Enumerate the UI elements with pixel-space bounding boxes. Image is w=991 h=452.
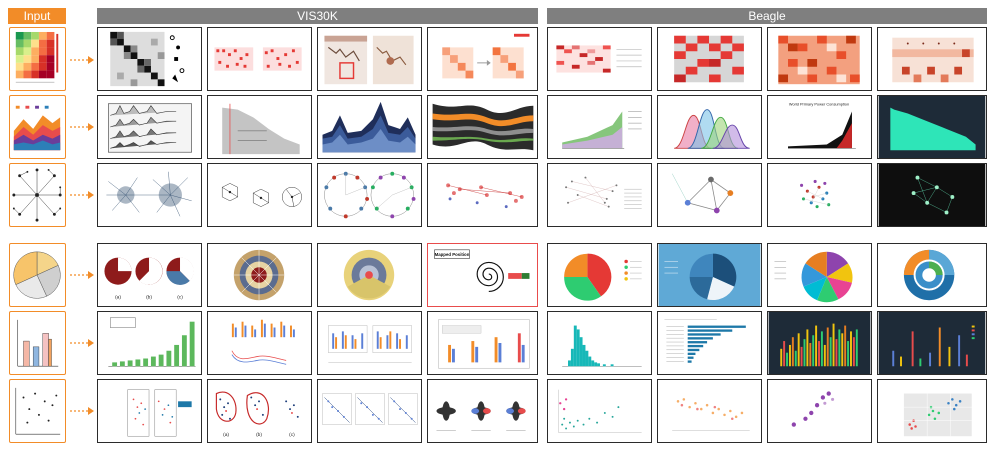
- beagle-heatmap-3: [767, 27, 872, 91]
- input-area-chart-thumbnail: [9, 95, 66, 159]
- beagle-pie-4: [877, 243, 987, 307]
- vis30k-pie-1: (a) (b) (c): [97, 243, 202, 307]
- beagle-column-header: Beagle: [547, 8, 987, 24]
- beagle-network-3: [767, 163, 872, 227]
- vis30k-network-3: [317, 163, 422, 227]
- vis30k-network-4: [427, 163, 538, 227]
- vis30k-heatmap-2: [207, 27, 312, 91]
- beagle-scatter-1: [547, 379, 652, 443]
- arrow-icon: [70, 338, 94, 348]
- beagle-network-4: [877, 163, 987, 227]
- arrow-icon: [70, 55, 94, 65]
- input-bar-chart-thumbnail: [9, 311, 66, 375]
- beagle-bar-1: [547, 311, 652, 375]
- panel-label: (c): [177, 294, 183, 300]
- beagle-network-1: [547, 163, 652, 227]
- beagle-heatmap-4: [877, 27, 987, 91]
- panel-label: (b): [256, 432, 262, 438]
- beagle-pie-3: [767, 243, 872, 307]
- arrow-icon: [70, 406, 94, 416]
- vis30k-bar-1: [97, 311, 202, 375]
- input-network-thumbnail: [9, 163, 66, 227]
- vis30k-bar-3: [317, 311, 422, 375]
- vis30k-area-1: [97, 95, 202, 159]
- vis30k-network-1: [97, 163, 202, 227]
- vis30k-area-2: [207, 95, 312, 159]
- arrow-icon: [70, 122, 94, 132]
- vis30k-bar-4: [427, 311, 538, 375]
- vis30k-column-header: VIS30K: [97, 8, 538, 24]
- beagle-bar-2: [657, 311, 762, 375]
- vis30k-pie-4: Mapped Position: [427, 243, 538, 307]
- input-scatter-plot-thumbnail: [9, 379, 66, 443]
- beagle-bar-4: [877, 311, 987, 375]
- vis30k-area-4: [427, 95, 538, 159]
- beagle-area-2: [657, 95, 762, 159]
- panel-title: Mapped Position: [435, 252, 470, 257]
- vis30k-scatter-4: [427, 379, 538, 443]
- arrow-icon: [70, 270, 94, 280]
- beagle-heatmap-2: [657, 27, 762, 91]
- beagle-area-1: [547, 95, 652, 159]
- vis30k-pie-2: [207, 243, 312, 307]
- input-pie-chart-thumbnail: [9, 243, 66, 307]
- beagle-pie-1: [547, 243, 652, 307]
- panel-label: (a): [223, 432, 229, 438]
- input-column-header: Input: [8, 8, 66, 24]
- panel-label: (c): [289, 432, 295, 438]
- beagle-area-3: World Primary Power Consumption: [767, 95, 872, 159]
- beagle-scatter-2: [657, 379, 762, 443]
- vis30k-bar-2: [207, 311, 312, 375]
- panel-label: (b): [146, 294, 152, 300]
- beagle-scatter-4: [877, 379, 987, 443]
- vis30k-network-2: [207, 163, 312, 227]
- input-heatmap-thumbnail: [9, 27, 66, 91]
- beagle-scatter-3: [767, 379, 872, 443]
- chart-title: World Primary Power Consumption: [789, 102, 849, 107]
- vis30k-heatmap-1: [97, 27, 202, 91]
- vis30k-scatter-3: [317, 379, 422, 443]
- vis30k-area-3: [317, 95, 422, 159]
- panel-label: (a): [115, 294, 121, 300]
- beagle-heatmap-1: [547, 27, 652, 91]
- beagle-bar-3: [767, 311, 872, 375]
- vis30k-scatter-2: (a) (b) (c): [207, 379, 312, 443]
- vis30k-heatmap-4: [427, 27, 538, 91]
- vis30k-pie-3: [317, 243, 422, 307]
- arrow-icon: [70, 190, 94, 200]
- beagle-pie-2: [657, 243, 762, 307]
- beagle-network-2: [657, 163, 762, 227]
- vis30k-scatter-1: [97, 379, 202, 443]
- beagle-area-4: [877, 95, 987, 159]
- vis30k-heatmap-3: [317, 27, 422, 91]
